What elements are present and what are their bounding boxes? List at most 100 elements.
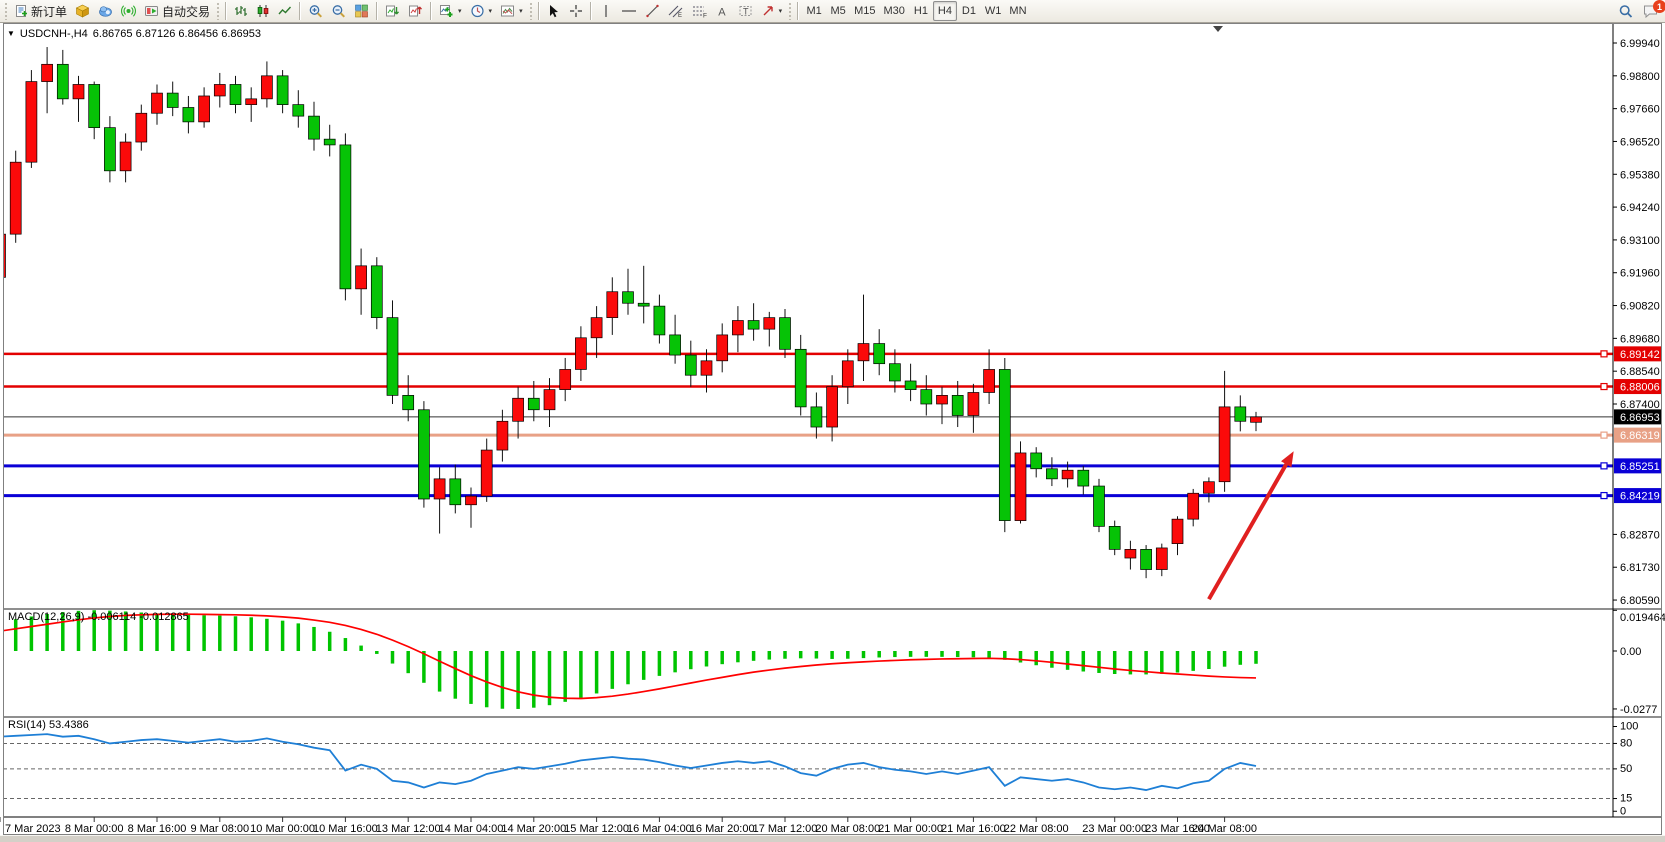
arrows-tool-button[interactable]: ▾ [757, 1, 787, 21]
arrange-down-icon [385, 4, 400, 18]
gold-box-icon [75, 4, 90, 18]
template-button[interactable]: ▾ [496, 1, 527, 21]
dock-chart-button[interactable] [404, 1, 427, 21]
timeframe-m15-button[interactable]: M15 [854, 5, 876, 17]
macd-signal-line [3, 613, 1257, 700]
time-label: 9 Mar 08:00 [190, 823, 249, 835]
price-label-6.89142: 6.89142 [1620, 349, 1660, 361]
notifications-button[interactable]: 1 [1638, 0, 1665, 21]
time-label: 14 Mar 04:00 [439, 823, 504, 835]
rsi-tick: 50 [1620, 763, 1632, 775]
toolbar-grip[interactable] [4, 2, 8, 20]
price-label-6.84219: 6.84219 [1620, 491, 1660, 503]
macd-tick: 0.019464 [1620, 612, 1665, 624]
zoom-in-icon [308, 4, 323, 18]
main-pane [3, 47, 1613, 601]
dropdown-caret-icon: ▾ [519, 8, 523, 15]
bar-chart-icon [234, 4, 248, 18]
zoom-out-button[interactable] [327, 1, 350, 21]
svg-text:E: E [678, 13, 682, 18]
chart-area[interactable]: ▼ USDCNH-,H4 6.86765 6.87126 6.86456 6.8… [0, 23, 1665, 835]
timeframe-d1-button[interactable]: D1 [961, 5, 976, 17]
time-label: 7 Mar 2023 [5, 823, 61, 835]
price-tick: 6.90820 [1620, 301, 1660, 313]
line-handle[interactable] [1600, 491, 1608, 500]
tile-windows-button[interactable] [350, 1, 373, 21]
price-tick: 6.81730 [1620, 562, 1660, 574]
timeframe-m30-button[interactable]: M30 [883, 5, 905, 17]
line-chart-icon [278, 4, 292, 18]
cursor-tool-button[interactable] [543, 1, 565, 21]
candlestick-mode-button[interactable] [252, 1, 274, 21]
rsi-tick: 15 [1620, 793, 1632, 805]
auto-trading-label: 自动交易 [162, 4, 211, 19]
toolbar-grip[interactable] [788, 2, 793, 20]
price-tick: 6.98800 [1620, 71, 1660, 83]
market-button[interactable] [94, 1, 117, 21]
price-label-6.86319: 6.86319 [1620, 430, 1660, 442]
market-watch-button[interactable] [71, 1, 94, 21]
cursor-icon [547, 4, 561, 18]
toolbar-separator [376, 2, 379, 20]
price-tick: 6.88540 [1620, 366, 1660, 378]
rsi-tick: 100 [1620, 721, 1638, 733]
price-tick: 6.80590 [1620, 595, 1660, 607]
timeframe-h4-button[interactable]: H4 [932, 1, 957, 21]
trendline-tool-button[interactable] [641, 1, 664, 21]
price-label-6.86953: 6.86953 [1620, 412, 1660, 424]
chart-border [3, 23, 1662, 835]
new-order-button[interactable]: 新订单 [10, 1, 71, 21]
period-button[interactable]: ▾ [466, 1, 497, 21]
toolbar-grip[interactable] [528, 2, 533, 20]
bar-chart-mode-button[interactable] [230, 1, 252, 21]
time-label: 21 Mar 00:00 [878, 823, 943, 835]
time-label: 14 Mar 20:00 [501, 823, 566, 835]
timeframe-w1-button[interactable]: W1 [984, 5, 1002, 17]
timeframe-mn-button[interactable]: MN [1009, 5, 1027, 17]
price-tick: 6.97660 [1620, 104, 1660, 116]
time-label: 13 Mar 12:00 [376, 823, 441, 835]
auto-arrange-button[interactable] [381, 1, 404, 21]
time-label: 8 Mar 16:00 [128, 823, 187, 835]
rsi-tick: 0 [1620, 805, 1626, 817]
window-bottom-edge [0, 835, 1665, 842]
price-label-6.88006: 6.88006 [1620, 382, 1660, 394]
rsi-tick: 80 [1620, 737, 1632, 749]
line-handle[interactable] [1600, 350, 1608, 358]
new-order-icon [14, 4, 28, 18]
toolbar-separator [797, 2, 800, 20]
trend-arrow[interactable] [1207, 451, 1294, 601]
time-label: 8 Mar 00:00 [65, 823, 124, 835]
one-click-trading-toggle[interactable]: ▼ [7, 29, 15, 38]
auto-trading-button[interactable]: 自动交易 [140, 1, 214, 21]
time-label: 21 Mar 16:00 [941, 823, 1006, 835]
vertical-line-tool-button[interactable] [595, 1, 617, 21]
horizontal-line-tool-button[interactable] [617, 1, 641, 21]
zoom-in-button[interactable] [304, 1, 327, 21]
toolbar-grip[interactable] [216, 2, 221, 20]
text-tool-button[interactable]: A [712, 1, 734, 21]
add-indicator-icon [439, 4, 454, 18]
clock-icon [470, 4, 485, 18]
timeframe-h1-button[interactable]: H1 [913, 5, 928, 17]
chart-symbol-period: USDCNH-,H4 [19, 28, 88, 40]
crosshair-tool-button[interactable] [565, 1, 587, 21]
timeframe-m1-button[interactable]: M1 [806, 5, 822, 17]
chart-shift-marker[interactable] [1213, 26, 1223, 32]
timeframe-m5-button[interactable]: M5 [830, 5, 846, 17]
line-chart-mode-button[interactable] [274, 1, 296, 21]
chart-ohlc-values: 6.86765 6.87126 6.86456 6.86953 [92, 28, 261, 40]
line-handle[interactable] [1600, 462, 1608, 470]
line-handle[interactable] [1600, 382, 1608, 391]
fibonacci-tool-button[interactable]: F [688, 1, 712, 21]
toolbar: 新订单 自动交易 [0, 0, 1665, 23]
add-indicator-button[interactable]: ▾ [435, 1, 466, 21]
search-button[interactable] [1614, 1, 1638, 21]
svg-text:A: A [718, 7, 726, 19]
equidistant-channel-tool-button[interactable]: E [664, 1, 688, 21]
signals-button[interactable] [117, 1, 140, 21]
text-label-tool-button[interactable]: T [734, 1, 757, 21]
time-label: 24 Mar 08:00 [1192, 823, 1257, 835]
price-tick: 6.96520 [1620, 136, 1660, 148]
line-handle[interactable] [1600, 431, 1608, 439]
